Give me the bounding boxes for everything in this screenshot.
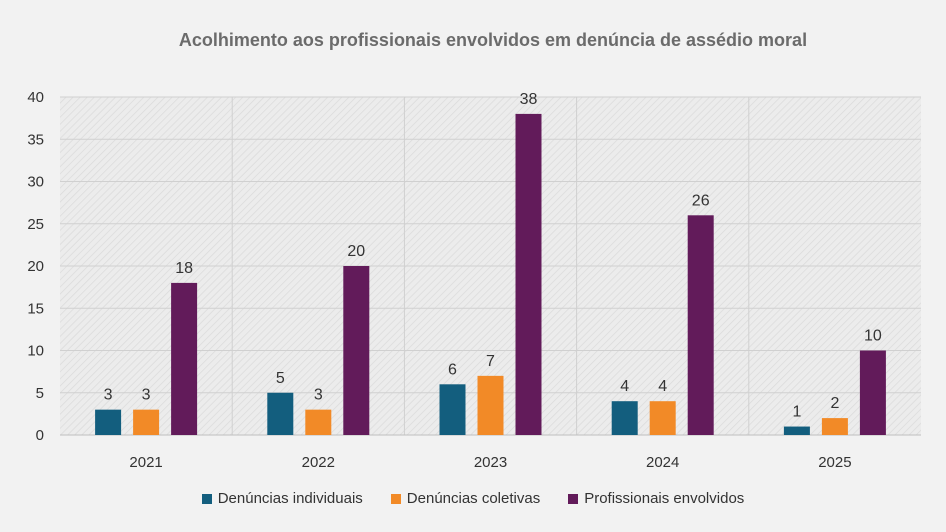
data-label: 3	[142, 387, 151, 404]
data-label: 1	[792, 404, 801, 421]
data-label: 10	[864, 328, 882, 345]
legend: Denúncias individuais Denúncias coletivas…	[0, 490, 946, 507]
y-tick-label: 30	[27, 174, 44, 191]
legend-item: Denúncias coletivas	[390, 490, 541, 507]
bar	[343, 266, 370, 435]
y-tick-label: 20	[27, 258, 44, 275]
bar	[515, 113, 542, 436]
data-label: 2	[830, 395, 839, 412]
legend-swatch	[390, 493, 401, 504]
legend-label: Profissionais envolvidos	[584, 490, 745, 507]
bar	[649, 401, 676, 435]
x-tick-label: 2022	[302, 454, 335, 471]
legend-item: Denúncias individuais	[201, 490, 363, 507]
data-label: 3	[104, 387, 113, 404]
data-label: 6	[448, 361, 457, 378]
bar	[783, 426, 810, 435]
x-tick-label: 2021	[129, 454, 162, 471]
bar	[859, 350, 886, 435]
data-label: 5	[276, 370, 285, 387]
bar	[95, 409, 122, 435]
data-label: 3	[314, 387, 323, 404]
bar	[611, 401, 638, 435]
x-tick-label: 2025	[818, 454, 851, 471]
data-label: 4	[658, 378, 667, 395]
bar	[439, 384, 466, 435]
y-tick-label: 5	[36, 385, 44, 402]
bar	[821, 418, 848, 435]
y-tick-label: 35	[27, 131, 44, 148]
y-tick-label: 0	[36, 427, 44, 444]
y-tick-label: 10	[27, 343, 44, 360]
legend-label: Denúncias coletivas	[406, 490, 541, 507]
data-label: 7	[486, 353, 495, 370]
bar	[687, 215, 714, 435]
x-tick-label: 2024	[646, 454, 679, 471]
y-tick-label: 25	[27, 216, 44, 233]
bar	[477, 375, 504, 435]
data-label: 20	[347, 243, 365, 260]
legend-label: Denúncias individuais	[217, 490, 363, 507]
bar	[305, 409, 332, 435]
bar	[171, 282, 198, 435]
legend-item: Profissionais envolvidos	[568, 490, 744, 507]
y-tick-label: 15	[27, 300, 44, 317]
data-label: 4	[620, 378, 629, 395]
legend-swatch	[568, 493, 579, 504]
x-tick-label: 2023	[474, 454, 507, 471]
bar	[133, 409, 160, 435]
chart-title: Acolhimento aos profissionais envolvidos…	[178, 30, 808, 50]
bar	[267, 392, 294, 435]
y-tick-label: 40	[27, 89, 44, 106]
data-label: 18	[175, 260, 193, 277]
data-label: 38	[520, 91, 538, 108]
data-label: 26	[692, 192, 710, 209]
legend-swatch	[201, 493, 212, 504]
